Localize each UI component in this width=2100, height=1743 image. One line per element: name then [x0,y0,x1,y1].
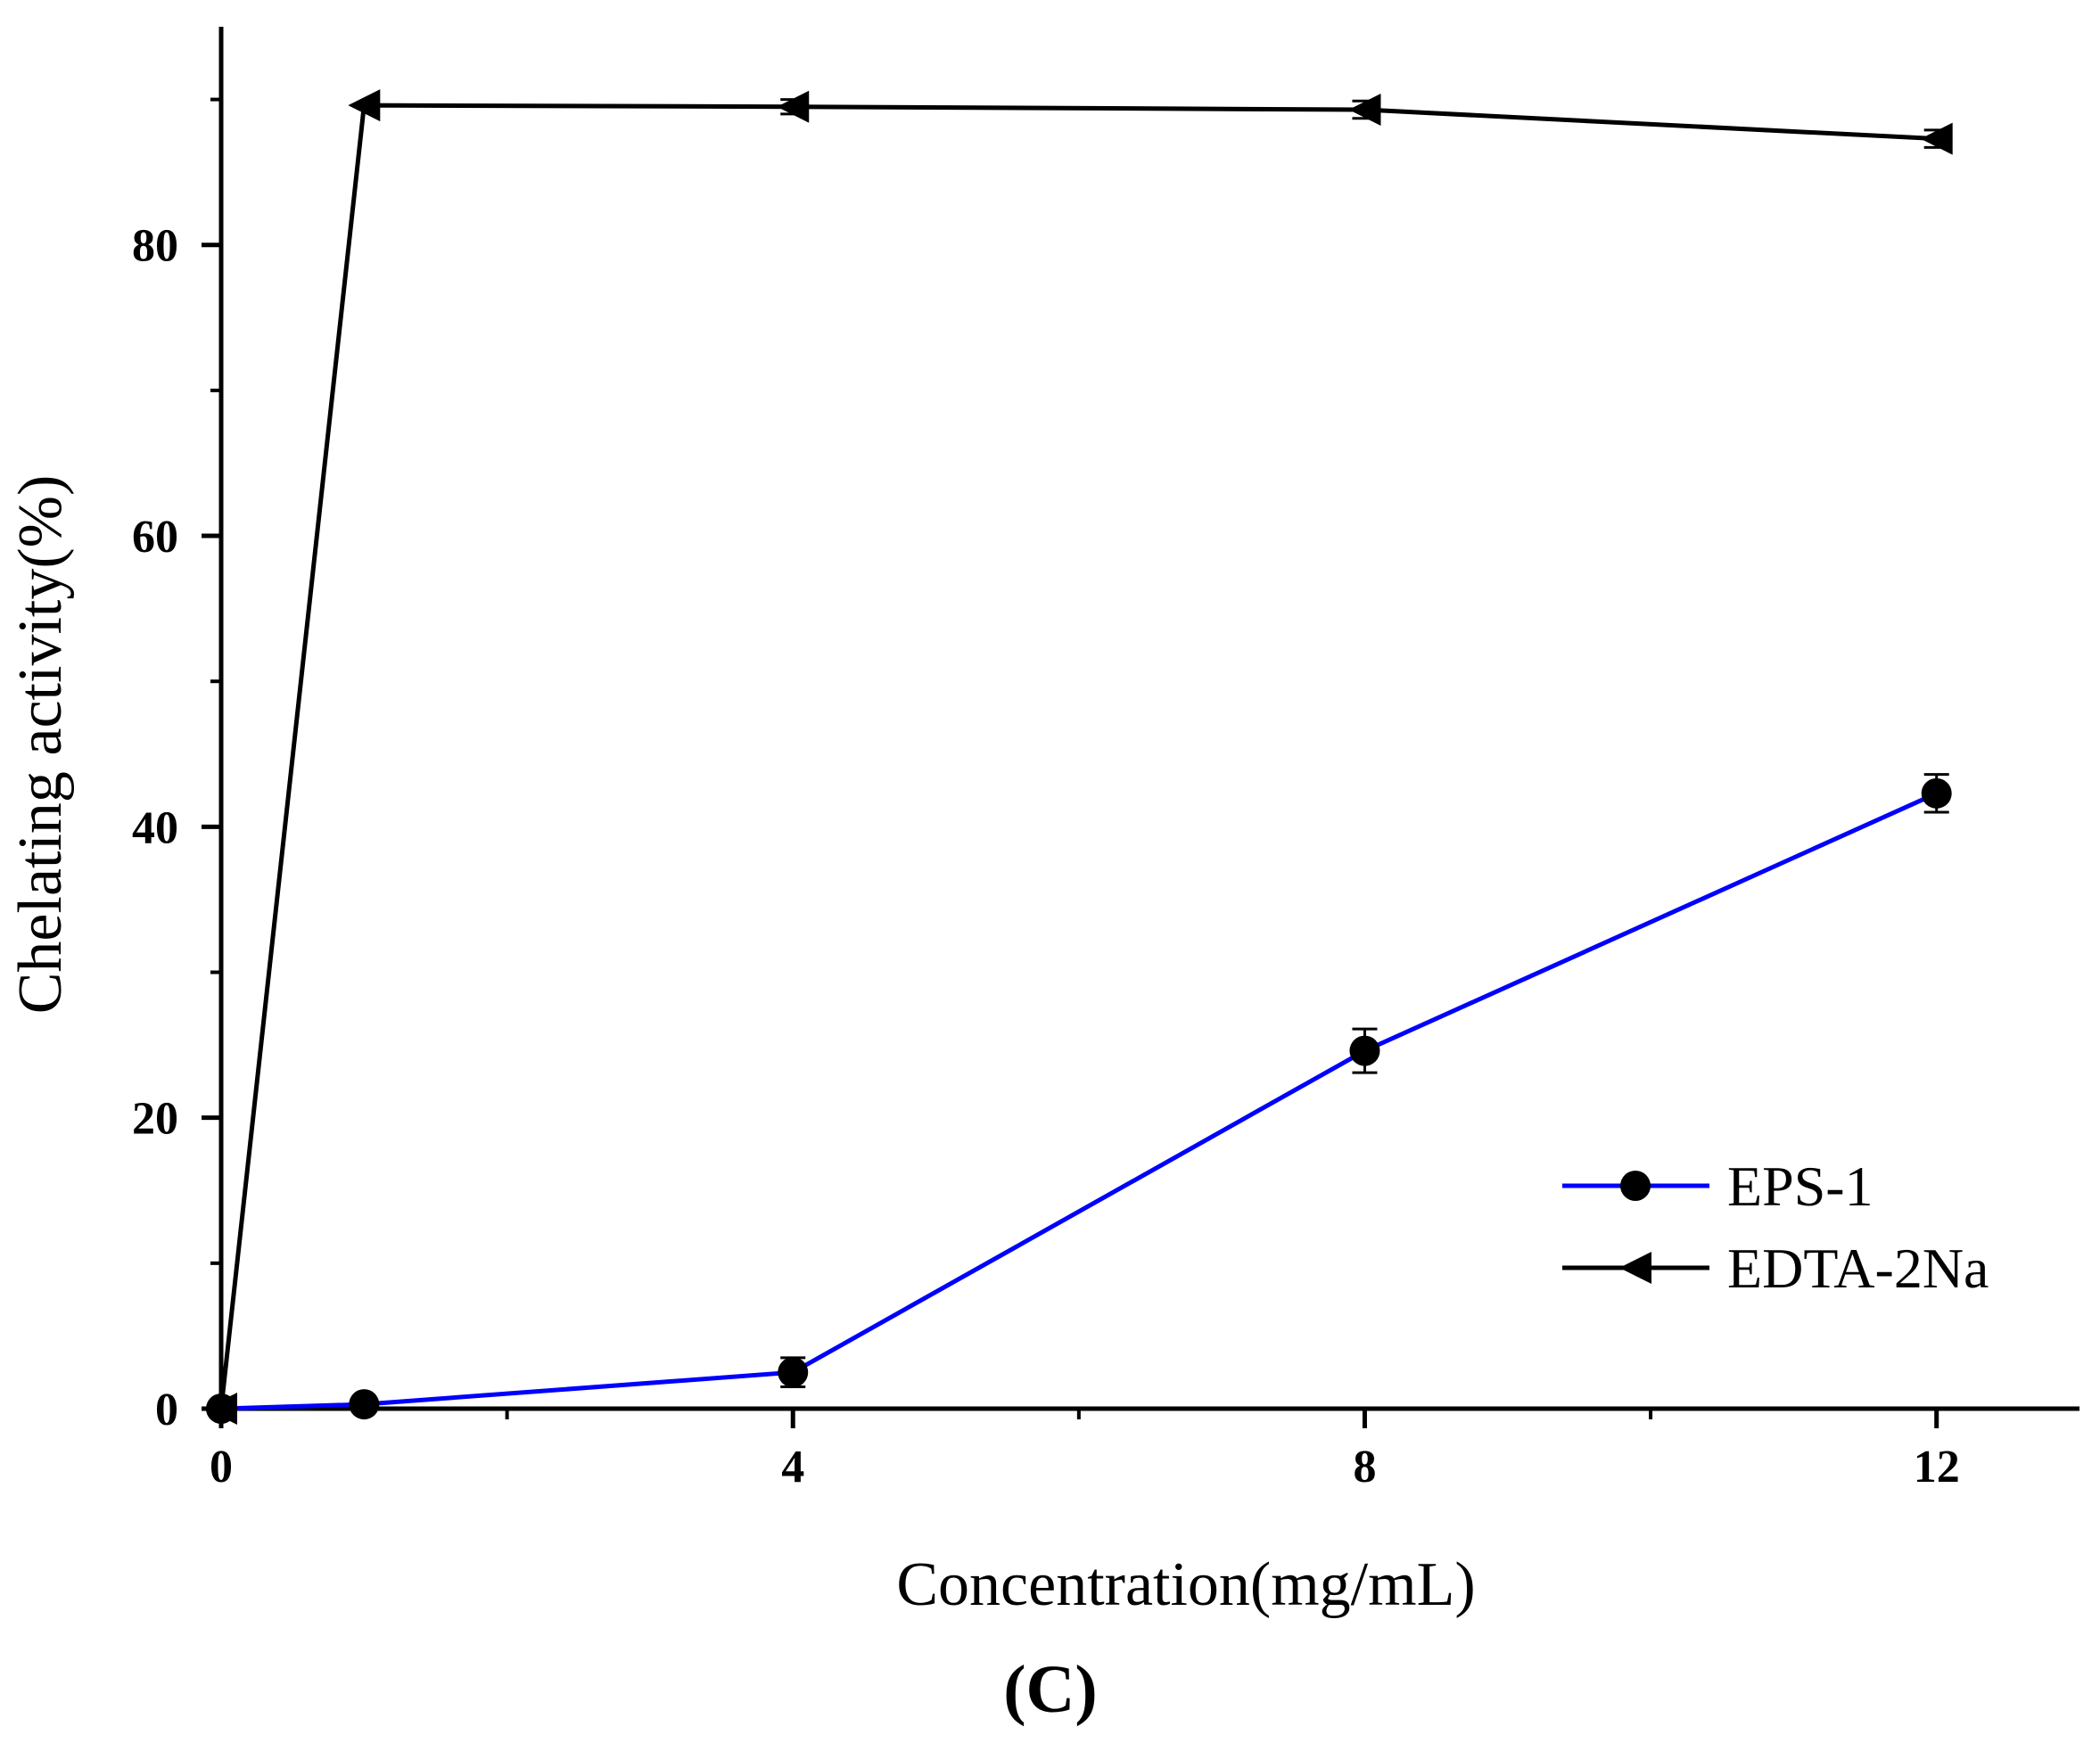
x-axis-title: Concentration(mg/mL) [896,1550,1475,1619]
series-edta-2na [205,89,1953,1425]
data-point [348,89,381,122]
legend-swatch-marker [1620,1171,1651,1201]
ticks: 0 4 8 12 0 20 40 60 80 [132,97,1960,1492]
legend-item: EDTA-2Na [1562,1237,1989,1300]
data-point [1348,94,1381,126]
data-point [1349,1035,1380,1066]
y-tick-label: 80 [132,221,178,272]
data-point [778,1357,809,1388]
legend-swatch-marker [1619,1252,1651,1284]
x-tick-label: 0 [210,1442,233,1492]
data-point [1920,122,1953,155]
x-tick-label: 12 [1914,1442,1960,1492]
axes [218,27,2079,1411]
x-tick-label: 4 [781,1442,804,1492]
legend: EPS-1 EDTA-2Na [1562,1155,1989,1300]
series-layer [205,89,1953,1425]
legend-label: EDTA-2Na [1727,1237,1989,1300]
series-line [220,791,1938,1411]
data-point [205,1393,237,1425]
data-point [777,90,810,123]
y-axis-title: Chelating activity(%) [6,475,75,1015]
data-point [1921,777,1952,809]
y-tick-label: 20 [132,1094,178,1145]
x-tick-label: 8 [1353,1442,1376,1492]
y-tick-label: 0 [155,1385,178,1435]
legend-item: EPS-1 [1562,1155,1874,1218]
y-tick-label: 60 [132,512,178,563]
series-eps-1 [206,773,1952,1424]
legend-label: EPS-1 [1727,1155,1874,1218]
y-tick-label: 40 [132,802,178,853]
panel-label: (C) [1003,1652,1098,1727]
data-point [349,1389,380,1420]
